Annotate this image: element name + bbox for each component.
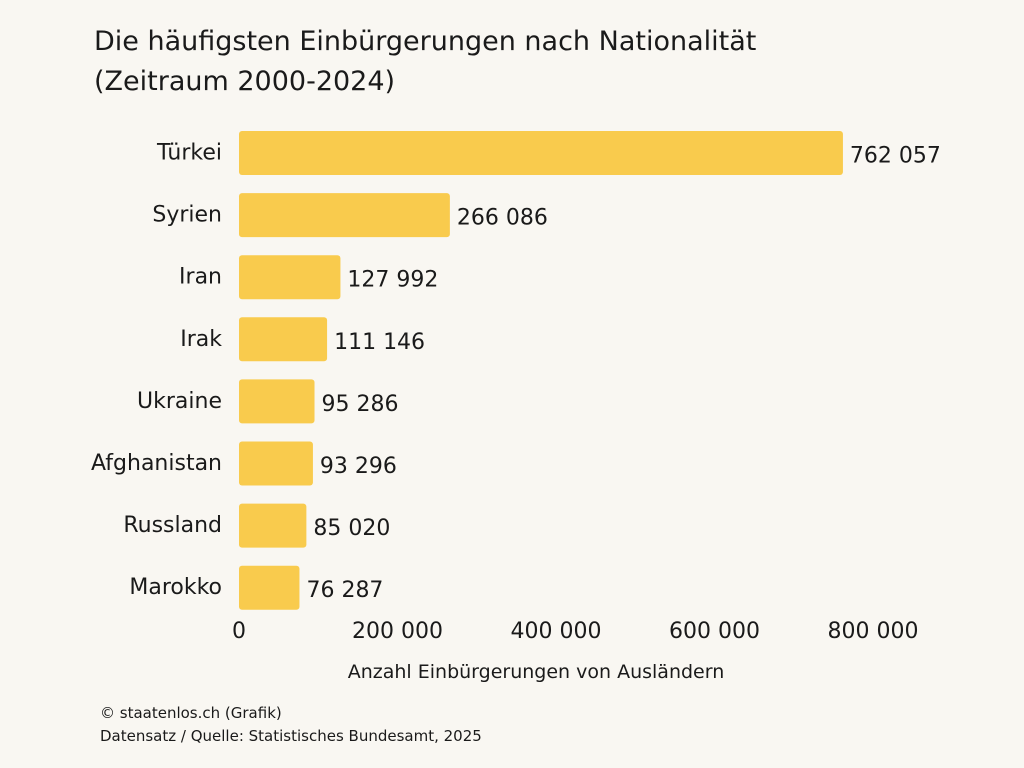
bar bbox=[239, 255, 341, 300]
bar bbox=[239, 565, 300, 610]
category-labels: Türkei Syrien Iran Irak Ukraine Afghanistan Ru… bbox=[91, 141, 222, 601]
bar bbox=[239, 193, 450, 238]
category-label: Syrien bbox=[152, 203, 222, 228]
category-label: Afghanistan bbox=[91, 451, 222, 476]
category-label: Türkei bbox=[156, 141, 222, 166]
x-tick-label: 600 000 bbox=[669, 619, 760, 644]
chart-title-line-2: (Zeitraum 2000-2024) bbox=[94, 66, 396, 97]
bar bbox=[239, 441, 313, 486]
value-label: 76 287 bbox=[306, 578, 383, 603]
x-axis-ticks: 0 200 000 400 000 600 000 800 000 bbox=[232, 619, 918, 644]
value-label: 266 086 bbox=[457, 206, 548, 231]
x-tick-label: 800 000 bbox=[828, 619, 919, 644]
bar bbox=[239, 317, 328, 362]
bar bbox=[239, 503, 307, 548]
x-tick-label: 400 000 bbox=[511, 619, 602, 644]
category-label: Irak bbox=[180, 327, 222, 352]
bar bbox=[239, 379, 315, 424]
value-label: 111 146 bbox=[334, 330, 425, 355]
category-label: Iran bbox=[179, 265, 222, 290]
value-labels: 762 057 266 086 127 992 111 146 95 286 93 296… bbox=[306, 144, 940, 604]
category-label: Marokko bbox=[129, 575, 222, 600]
bars-group bbox=[239, 131, 843, 610]
category-label: Ukraine bbox=[137, 389, 222, 414]
x-axis-title: Anzahl Einbürgerungen von Ausländern bbox=[348, 661, 725, 683]
x-tick-label: 0 bbox=[232, 619, 246, 644]
value-label: 127 992 bbox=[347, 268, 438, 293]
chart-title-line-1: Die häufigsten Einbürgerungen nach Natio… bbox=[94, 26, 757, 57]
footer: © staatenlos.ch (Grafik) Datensatz / Que… bbox=[100, 702, 482, 748]
category-label: Russland bbox=[123, 513, 222, 538]
x-tick-label: 200 000 bbox=[352, 619, 443, 644]
value-label: 762 057 bbox=[850, 144, 941, 169]
chart-title: Die häufigsten Einbürgerungen nach Natio… bbox=[94, 22, 974, 102]
value-label: 93 296 bbox=[320, 454, 397, 479]
value-label: 95 286 bbox=[322, 392, 399, 417]
credit-text: © staatenlos.ch (Grafik) bbox=[100, 704, 282, 722]
bar bbox=[239, 131, 843, 175]
source-text: Datensatz / Quelle: Statistisches Bundes… bbox=[100, 727, 482, 745]
value-label: 85 020 bbox=[313, 516, 390, 541]
